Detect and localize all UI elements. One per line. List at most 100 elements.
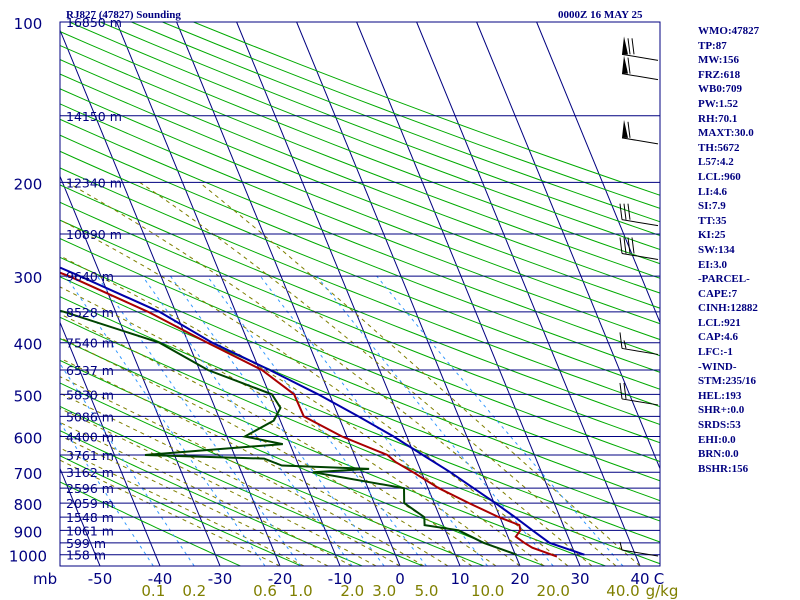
pressure-tick-label: 900	[14, 523, 43, 541]
wind-barb	[621, 36, 659, 61]
wind-barbs	[619, 36, 659, 557]
mixing-ratio-tick-label: 40.0	[606, 582, 639, 600]
sounding-indices: WMO:47827 TP:87 MW:156 FRZ:618 WB0:709 PW:1.5…	[698, 24, 759, 476]
dry-adiabat	[60, 405, 424, 566]
stat-item: PW:1.52	[698, 97, 739, 110]
temperature-tick-label: -30	[208, 570, 233, 588]
stat-item: TT:35	[698, 214, 727, 227]
stat-item: WMO:47827	[698, 25, 760, 37]
stat-item: SRDS:53	[698, 419, 741, 432]
stat-item: RH:70.1	[698, 112, 738, 125]
dry-adiabat	[60, 316, 660, 565]
stat-item: FRZ:618	[698, 68, 741, 81]
mixing-ratio-tick-label: 1.0	[289, 582, 313, 600]
pressure-tick-label: 200	[14, 175, 43, 193]
dry-adiabat	[60, 103, 660, 341]
wind-barb	[619, 382, 659, 406]
stat-item: L57:4.2	[698, 156, 734, 169]
dry-adiabat	[60, 296, 660, 543]
isotherm	[0, 22, 40, 566]
stat-item: BSHR:156	[698, 462, 749, 475]
dry-adiabat	[60, 118, 660, 357]
moist-adiabat	[60, 407, 377, 566]
mixing-ratio-line	[65, 275, 266, 566]
parcel-line	[60, 266, 585, 556]
temperature-tick-label: 20	[510, 570, 529, 588]
stat-item: CAP:4.6	[698, 331, 739, 344]
dry-adiabat	[60, 134, 660, 373]
wind-barb-flag	[623, 382, 627, 399]
wind-barb-staff	[621, 137, 659, 145]
wind-barb-flag	[619, 237, 623, 254]
temperature-tick-label: 40	[630, 570, 649, 588]
mixing-ratio-tick-label: 20.0	[537, 582, 570, 600]
dewpoint-line	[60, 309, 517, 556]
isotherm	[60, 321, 161, 566]
moist-adiabat	[60, 435, 329, 566]
height-label: 5830 m	[66, 387, 114, 402]
wind-barb	[621, 55, 659, 81]
height-label: 4400 m	[66, 430, 114, 445]
mixing-ratio-line	[170, 275, 385, 566]
moist-adiabat	[139, 181, 617, 566]
stat-item: KI:25	[698, 229, 726, 242]
temperature-tick-label: -10	[328, 570, 353, 588]
moist-adiabat	[60, 357, 449, 566]
wind-barb-staff	[621, 398, 659, 406]
isotherm	[176, 22, 401, 566]
sounding-series	[60, 266, 585, 558]
moist-adiabat	[60, 376, 425, 566]
height-label: 2596 m	[66, 481, 114, 496]
dry-adiabat	[60, 44, 660, 279]
mixing-ratio-tick-label: 0.1	[141, 582, 165, 600]
wind-barb-flag	[623, 237, 627, 254]
stat-item: WB0:709	[698, 83, 742, 96]
moist-adiabat	[60, 336, 473, 566]
wind-barb-flag	[619, 541, 623, 551]
isotherm	[236, 22, 461, 566]
height-label: 5086 m	[66, 409, 114, 424]
mixing-ratio-line	[259, 275, 488, 566]
height-label: 16850 m	[66, 15, 122, 30]
dry-adiabat	[60, 150, 660, 390]
wind-barb-flag	[631, 38, 635, 55]
stat-item: CINH:12882	[698, 302, 758, 315]
wind-barb-flag	[627, 121, 631, 138]
mixing-ratio-tick-label: 10.0	[471, 582, 504, 600]
wind-barb-flag	[627, 57, 631, 74]
wind-barb-staff	[621, 549, 659, 557]
mixing-ratio-line	[60, 362, 195, 566]
stat-item: TP:87	[698, 39, 727, 52]
wind-barb-flag	[619, 203, 623, 220]
height-label: 6537 m	[66, 363, 114, 378]
stat-item: MAXT:30.0	[698, 127, 754, 140]
dry-adiabat	[60, 430, 363, 566]
mixing-ratio-tick-label: 5.0	[415, 582, 439, 600]
mixing-ratio-line	[376, 275, 624, 566]
moist-adiabat	[66, 181, 593, 566]
dry-adiabat	[69, 22, 660, 251]
moist-adiabat	[60, 421, 353, 566]
stat-item: LCL:960	[698, 170, 741, 183]
stat-item: SI:7.9	[698, 200, 726, 213]
wind-barb-staff	[621, 73, 659, 81]
mixing-ratio-tick-label: 3.0	[372, 582, 396, 600]
wind-barb-flag	[627, 203, 631, 220]
stat-item: BRN:0.0	[698, 448, 739, 461]
wind-barb	[619, 541, 659, 557]
height-label: 2059 m	[66, 496, 114, 511]
dry-adiabat	[60, 481, 241, 566]
stat-item: EI:3.0	[698, 258, 728, 271]
pressure-tick-label: 100	[14, 15, 43, 33]
stat-item: HEL:193	[698, 389, 742, 402]
height-label: 599 m	[66, 536, 106, 551]
stat-item: LI:4.6	[698, 185, 728, 198]
stat-item: CAPE:7	[698, 287, 738, 300]
temperature-tick-label: -50	[88, 570, 113, 588]
stat-item: SHR+:0.0	[698, 404, 745, 417]
stat-item: -PARCEL-	[698, 273, 750, 286]
isotherm	[60, 28, 281, 566]
moist-adiabat	[198, 182, 641, 566]
pressure-unit-label: mb	[33, 570, 57, 588]
